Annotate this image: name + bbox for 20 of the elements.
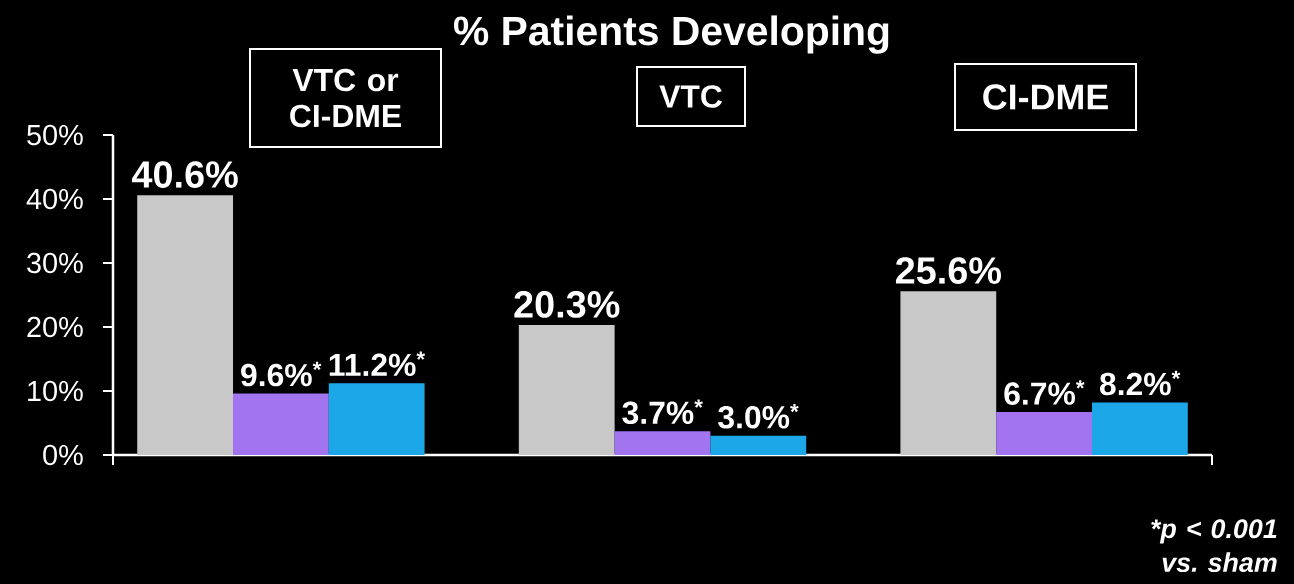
data-label: 11.2%$^{*}$ [329,351,426,377]
x-tick-label: VTC [659,85,723,108]
data-label: 6.7%$^{*}$ [1004,380,1085,405]
text: *p < 0.001 vs. sham [1151,519,1277,573]
chart-title: % Patients Developing [453,15,889,54]
x-tick-label: CI-DME [983,84,1108,110]
data-label: 8.2%$^{*}$ [1099,370,1181,396]
y-tick-label: 40% [26,188,83,210]
y-tick-label: 20% [27,316,83,338]
data-label: 3.7%$^{*}$ [622,399,703,425]
data-label: 3.0%$^{*}$ [718,403,799,429]
data-label: 25.6% [895,257,1001,284]
data-label: 9.6%$^{*}$ [241,361,322,387]
x-tick-label: VTC or CI-DME [290,68,401,128]
y-tick-label: 10% [28,380,83,402]
data-label: 40.6% [132,161,238,188]
y-tick-label: 30% [27,252,83,274]
y-tick-label: 50% [27,124,83,146]
y-tick-label: 0% [43,444,83,466]
data-label: 20.3% [514,291,620,318]
